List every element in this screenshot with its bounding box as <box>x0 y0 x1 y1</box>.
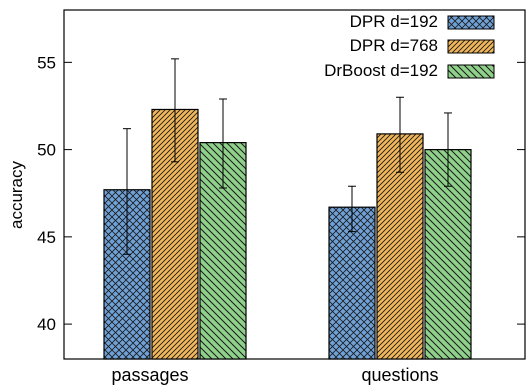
bars-group <box>103 108 472 360</box>
y-axis-ticks: 40 45 50 55 <box>37 53 525 334</box>
bar-questions-0 <box>328 206 376 360</box>
y-tick-label: 55 <box>37 53 56 72</box>
bar-passages-1 <box>151 108 199 360</box>
category-label-passages: passages <box>111 365 188 385</box>
y-axis-label: accuracy <box>7 160 26 229</box>
y-tick-label: 45 <box>37 228 56 247</box>
legend-label-dpr-192: DPR d=192 <box>350 12 438 31</box>
category-label-questions: questions <box>361 365 438 385</box>
plot-frame <box>63 9 526 360</box>
legend-swatch-drboost-192 <box>447 64 495 79</box>
bar-passages-0 <box>103 189 151 360</box>
legend-swatch-dpr-192 <box>447 15 495 30</box>
legend-swatch-dpr-768 <box>447 39 495 54</box>
error-bars-group <box>123 58 452 255</box>
y-tick-label: 40 <box>37 315 56 334</box>
legend: DPR d=192 DPR d=768 DrBoost d=192 <box>324 12 495 80</box>
y-tick-label: 50 <box>37 141 56 160</box>
legend-label-dpr-768: DPR d=768 <box>350 36 438 55</box>
legend-label-drboost-192: DrBoost d=192 <box>324 61 438 80</box>
